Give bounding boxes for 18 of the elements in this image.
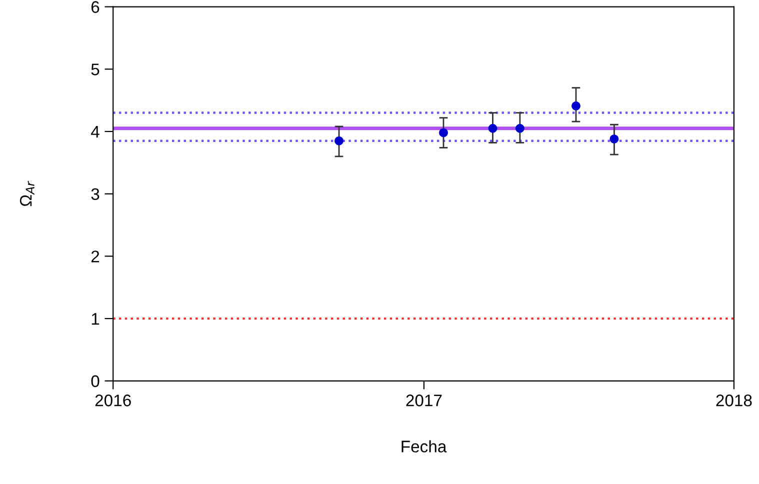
y-tick-label: 5 (91, 64, 100, 76)
point (571, 101, 580, 110)
y-axis-title: Ω$_{Ar}$ (20, 180, 34, 206)
point (610, 134, 619, 144)
point (488, 124, 498, 133)
point (334, 136, 344, 146)
y-tick-label: 2 (91, 250, 100, 262)
x-tick-label: 2017 (406, 394, 442, 406)
x-axis-title: Fecha (402, 440, 447, 452)
x-tick-label: 2016 (95, 394, 131, 406)
point (515, 124, 524, 133)
point (438, 128, 448, 138)
y-tick-label: 4 (91, 126, 100, 138)
y-tick-label: 1 (92, 313, 100, 325)
y-tick-label: 6 (91, 1, 100, 13)
x-tick-label: 2018 (716, 394, 752, 406)
y-tick-label: 0 (91, 375, 100, 388)
y-tick-label: 3 (91, 188, 100, 200)
